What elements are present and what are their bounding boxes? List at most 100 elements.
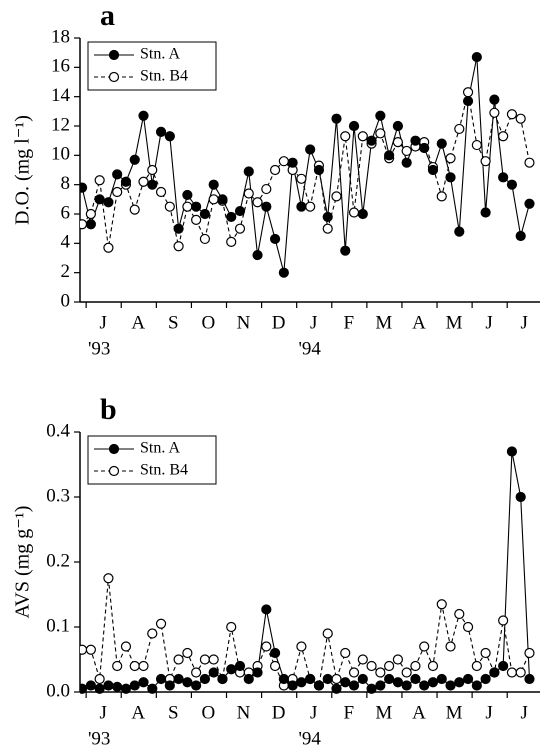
data-point — [515, 491, 526, 503]
year-label: '94 — [298, 338, 321, 359]
data-point — [410, 135, 421, 146]
x-tick-label: N — [237, 702, 251, 723]
data-point — [138, 677, 149, 688]
data-point — [322, 673, 333, 685]
legend-label: Stn. B4 — [140, 68, 188, 85]
data-point — [208, 179, 219, 190]
data-point — [217, 673, 228, 685]
data-point — [392, 120, 403, 132]
legend-label: Stn. A — [140, 440, 180, 457]
data-point — [80, 219, 88, 230]
data-point — [524, 673, 535, 685]
data-point — [480, 647, 491, 659]
data-point — [296, 641, 307, 652]
x-tick-label: J — [99, 702, 106, 723]
data-point — [305, 673, 316, 685]
data-point — [243, 166, 254, 177]
data-point — [331, 113, 342, 124]
data-point — [147, 164, 158, 176]
x-tick-label: O — [202, 702, 216, 723]
data-point — [498, 172, 509, 183]
legend-marker — [108, 465, 120, 477]
x-tick-label: A — [131, 702, 145, 723]
data-point — [164, 201, 175, 212]
data-point — [103, 242, 114, 253]
data-point — [445, 680, 456, 691]
data-point — [226, 211, 237, 223]
data-point — [191, 680, 202, 691]
data-point — [155, 186, 167, 198]
data-point — [173, 673, 184, 685]
data-point — [401, 667, 412, 678]
x-tick-label: M — [375, 312, 392, 333]
y-tick-label: 0.3 — [46, 485, 70, 506]
data-point — [94, 175, 105, 186]
data-point — [445, 641, 456, 652]
data-point — [392, 677, 403, 688]
legend-label: Stn. B4 — [140, 462, 188, 479]
x-tick-label: O — [202, 312, 216, 333]
data-point — [489, 667, 500, 678]
data-point — [103, 680, 114, 691]
x-tick-label: J — [485, 312, 492, 333]
data-point — [296, 677, 307, 688]
legend-marker — [108, 49, 120, 61]
legend-label: Stn. A — [140, 46, 180, 63]
data-point — [348, 667, 360, 678]
data-point — [401, 680, 412, 691]
series-line — [81, 92, 531, 248]
data-point — [94, 683, 105, 694]
data-point — [489, 107, 500, 118]
data-point — [384, 673, 395, 685]
data-point — [120, 641, 132, 652]
x-tick-label: D — [272, 312, 286, 333]
data-point — [340, 677, 351, 688]
data-point — [506, 179, 518, 190]
data-point — [305, 201, 316, 212]
x-tick-label: M — [446, 312, 463, 333]
plot-area — [80, 51, 535, 278]
x-tick-label: S — [168, 702, 179, 723]
data-point — [348, 680, 360, 691]
y-axis-label: AVS (mg g⁻¹) — [12, 506, 34, 619]
data-point — [278, 156, 289, 167]
data-point — [103, 573, 114, 584]
data-point — [85, 208, 96, 220]
data-point — [340, 245, 351, 256]
y-tick-label: 0.4 — [46, 420, 70, 441]
x-tick-label: A — [131, 312, 145, 333]
x-tick-label: N — [237, 312, 251, 333]
data-point — [427, 660, 439, 672]
x-tick-label: J — [99, 312, 106, 333]
data-point — [208, 667, 219, 678]
data-point — [94, 194, 105, 205]
data-point — [217, 194, 228, 205]
y-tick-label: 0.2 — [46, 550, 70, 571]
data-point — [340, 131, 351, 142]
data-point — [234, 660, 246, 672]
data-point — [243, 673, 254, 685]
y-tick-label: 10 — [51, 144, 70, 165]
data-point — [129, 680, 140, 691]
data-point — [524, 198, 535, 209]
y-tick-label: 2 — [61, 261, 71, 282]
x-tick-label: J — [310, 702, 317, 723]
data-point — [462, 621, 474, 633]
data-point — [489, 94, 500, 105]
data-point — [147, 683, 158, 694]
data-point — [419, 641, 430, 652]
data-point — [147, 628, 158, 639]
y-tick-label: 0.0 — [46, 680, 70, 701]
data-point — [199, 233, 211, 245]
data-point — [331, 191, 342, 202]
data-point — [410, 673, 421, 685]
x-tick-label: A — [412, 702, 426, 723]
data-point — [85, 680, 96, 691]
data-point — [296, 173, 307, 184]
data-point — [410, 660, 421, 672]
data-point — [471, 680, 482, 691]
data-point — [278, 267, 289, 278]
data-point — [313, 164, 325, 176]
y-tick-label: 8 — [61, 173, 71, 194]
y-axis-label: D.O. (mg l⁻¹) — [12, 115, 34, 225]
